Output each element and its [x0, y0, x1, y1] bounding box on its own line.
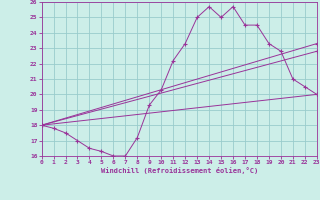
X-axis label: Windchill (Refroidissement éolien,°C): Windchill (Refroidissement éolien,°C) — [100, 167, 258, 174]
